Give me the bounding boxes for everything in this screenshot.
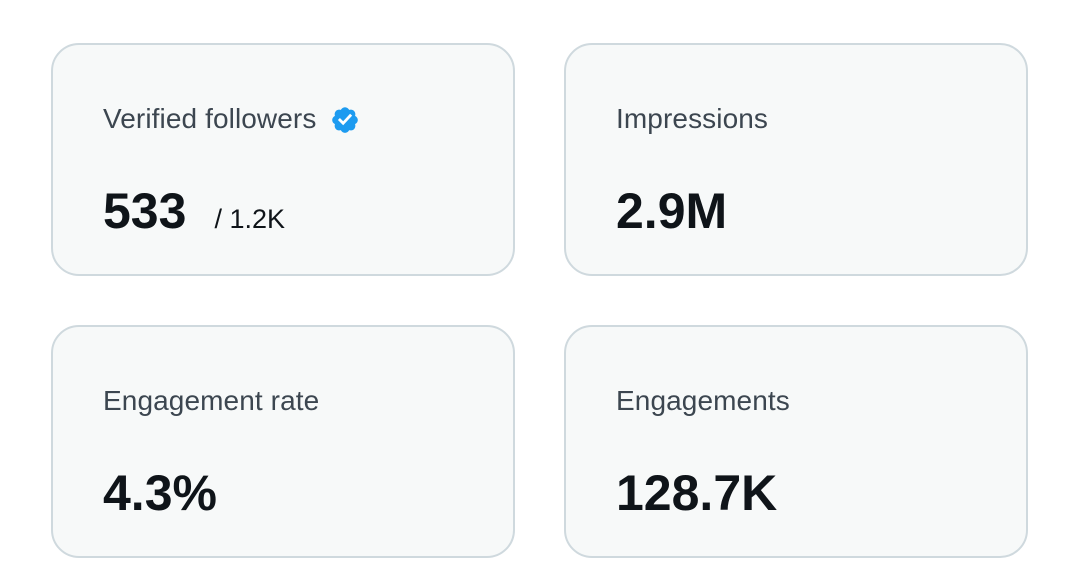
engagements-card[interactable]: Engagements 128.7K: [564, 325, 1028, 558]
engagement-rate-card[interactable]: Engagement rate 4.3%: [51, 325, 515, 558]
engagement-rate-label-row: Engagement rate: [103, 383, 319, 419]
engagement-rate-value-row: 4.3%: [103, 463, 217, 523]
verified-followers-card[interactable]: Verified followers 533 / 1.2K: [51, 43, 515, 276]
impressions-value-row: 2.9M: [616, 181, 727, 241]
engagements-value: 128.7K: [616, 465, 778, 521]
verified-followers-total: / 1.2K: [214, 204, 285, 234]
verified-followers-value-row: 533 / 1.2K: [103, 181, 285, 241]
impressions-label: Impressions: [616, 103, 769, 134]
impressions-label-row: Impressions: [616, 101, 768, 137]
engagements-value-row: 128.7K: [616, 463, 777, 523]
impressions-card[interactable]: Impressions 2.9M: [564, 43, 1028, 276]
verified-badge-icon: [330, 105, 360, 135]
engagements-label-row: Engagements: [616, 383, 790, 419]
engagement-rate-label: Engagement rate: [103, 385, 320, 416]
verified-followers-label-row: Verified followers: [103, 101, 360, 137]
verified-followers-value: 533: [103, 183, 187, 239]
engagement-rate-value: 4.3%: [103, 465, 217, 521]
verified-followers-label: Verified followers: [103, 103, 317, 134]
impressions-value: 2.9M: [616, 183, 728, 239]
engagements-label: Engagements: [616, 385, 790, 416]
